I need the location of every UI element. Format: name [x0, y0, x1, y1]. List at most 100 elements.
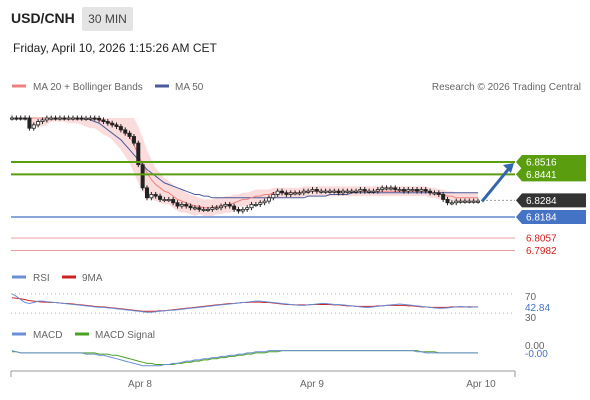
candle [92, 117, 97, 120]
x-tick-apr9: Apr 9 [300, 379, 324, 390]
legend-9ma-label: 9MA [82, 273, 103, 284]
macd-current-value: -0.00 [525, 349, 548, 360]
candle [284, 192, 289, 195]
macd-line [11, 350, 478, 367]
candle [49, 117, 54, 120]
candle [62, 117, 67, 120]
candle [288, 192, 293, 195]
rsi-current-value: 42.84 [525, 303, 550, 314]
candle [393, 187, 398, 190]
candle [101, 119, 106, 122]
candle [44, 117, 49, 121]
legend-macd-label: MACD [33, 330, 62, 341]
level-label-6.8441: 6.8441 [526, 170, 557, 181]
candle [158, 195, 163, 200]
datetime-label: Friday, April 10, 2026 1:15:26 AM CET [13, 41, 217, 55]
candle [458, 200, 463, 203]
candle [175, 202, 180, 207]
candle [166, 199, 171, 202]
candle [345, 190, 350, 193]
legend-ma50-label: MA 50 [175, 82, 204, 93]
ma50-line [12, 117, 478, 199]
candle [432, 192, 437, 195]
candle [79, 117, 84, 120]
candle [419, 189, 424, 192]
level-label-6.8516: 6.8516 [526, 158, 557, 169]
x-tick-apr10: Apr 10 [466, 379, 496, 390]
candle [354, 190, 359, 193]
candle [14, 117, 19, 120]
candle [340, 190, 345, 194]
candle [205, 208, 210, 211]
legend-macd-signal-label: MACD Signal [95, 330, 155, 341]
candle [388, 187, 393, 190]
candle [249, 204, 254, 209]
timeframe-button[interactable]: 30 MIN [82, 7, 133, 31]
bollinger-band [12, 118, 478, 216]
candle [236, 208, 241, 212]
candle [118, 126, 123, 131]
macd-tick-zero: 0.00 [525, 341, 545, 352]
level-label-6.8057: 6.8057 [526, 234, 557, 245]
candle [70, 117, 75, 120]
candle [297, 192, 302, 195]
candle [428, 190, 433, 194]
candle [275, 190, 280, 195]
candle [201, 208, 206, 211]
level-tag-6.8516 [516, 155, 586, 169]
candle [88, 117, 93, 120]
candle [214, 207, 219, 210]
candle [367, 190, 372, 193]
candle [375, 189, 380, 192]
candle [266, 197, 271, 202]
candle [271, 194, 276, 199]
candle [66, 117, 71, 120]
candle [406, 189, 411, 192]
rsi-panel [11, 293, 515, 314]
candle [349, 190, 354, 193]
level-tag-6.8284 [516, 193, 586, 208]
candle [53, 117, 58, 120]
candle [227, 204, 232, 207]
candle [293, 192, 298, 195]
level-tag-6.8184 [516, 210, 586, 224]
macd-panel [11, 350, 478, 367]
candle [162, 199, 167, 202]
candle [27, 117, 32, 129]
candle [445, 199, 450, 204]
credit-label: Research © 2026 Trading Central [432, 82, 581, 93]
candle [145, 187, 150, 199]
candle [462, 200, 467, 203]
trend-arrow-head [503, 163, 514, 173]
candle [57, 117, 62, 120]
candle [140, 164, 145, 189]
level-tag-6.8441 [516, 167, 586, 182]
candle [136, 142, 141, 166]
candle [153, 194, 158, 197]
candle [397, 189, 402, 192]
candle [314, 189, 319, 192]
candle [18, 117, 23, 120]
legend-rsi-label: RSI [33, 273, 50, 284]
candle [149, 194, 154, 199]
candle [436, 192, 441, 195]
candle [232, 205, 237, 210]
level-label-6.7982: 6.7982 [526, 246, 557, 257]
candle [240, 208, 245, 212]
candle [84, 117, 89, 120]
candle [319, 190, 324, 193]
candle [371, 190, 376, 193]
symbol-title: USD/CNH [11, 10, 75, 26]
candle [415, 189, 420, 192]
candle [380, 187, 385, 190]
candle [219, 205, 224, 209]
candle [36, 121, 41, 126]
candle [441, 194, 446, 200]
rsi-line [11, 293, 478, 313]
candle [327, 190, 332, 193]
level-label-6.8184: 6.8184 [526, 213, 557, 224]
candle [384, 187, 389, 190]
candle [75, 117, 80, 120]
candle [410, 189, 415, 192]
candle [471, 200, 476, 203]
